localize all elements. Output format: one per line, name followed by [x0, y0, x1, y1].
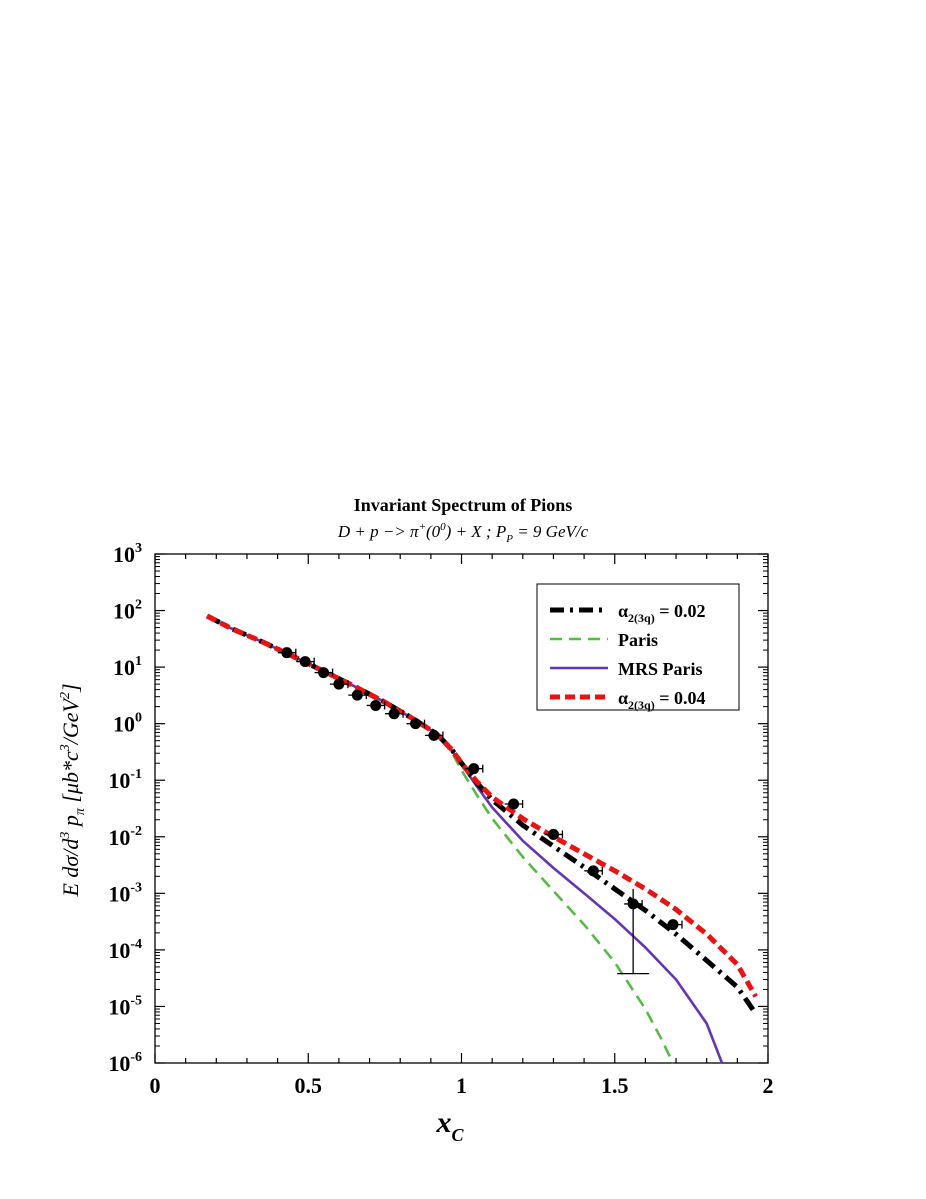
y-tick-label-base: 10	[108, 938, 130, 963]
y-tick-label-exponent: 1	[135, 654, 142, 669]
y-label-f: 3	[58, 744, 73, 752]
legend-label-main: α	[618, 688, 628, 708]
legend-label-main: Paris	[618, 630, 658, 650]
data-point	[299, 656, 311, 668]
data-point	[468, 763, 480, 775]
data-point	[410, 718, 422, 730]
y-tick-label-exponent: -3	[130, 880, 142, 895]
y-tick-label-exponent: -2	[130, 824, 142, 839]
x-axis-ticks	[154, 554, 769, 1063]
x-tick-label: 1	[456, 1073, 467, 1098]
data-point	[428, 729, 440, 741]
legend-label-sub: 2(3q)	[628, 698, 655, 712]
subtitle-momentum-sub: P	[505, 533, 513, 545]
y-tick-label-base: 10	[113, 542, 135, 567]
y-label-c: p	[58, 815, 83, 832]
legend-label-tail: = 0.02	[655, 601, 706, 621]
y-tick-label-exponent: -6	[130, 1050, 142, 1065]
data-point	[351, 689, 363, 701]
y-tick-label: 10-6	[108, 1050, 142, 1076]
y-label-b: 3	[58, 832, 73, 840]
subtitle-momentum-tail: = 9 GeV/c	[513, 522, 589, 541]
data-point	[667, 919, 679, 931]
y-label-i: ]	[58, 683, 83, 693]
y-tick-label: 10-3	[108, 880, 142, 906]
y-label-g: /GeV	[58, 696, 83, 746]
y-tick-label: 102	[113, 598, 142, 624]
y-tick-label-base: 10	[113, 712, 135, 737]
data-point	[508, 798, 520, 810]
subtitle-mid: (0	[426, 522, 441, 541]
y-tick-label-base: 10	[108, 768, 130, 793]
subtitle-tail: ) + X ; P	[445, 522, 507, 541]
data-point	[587, 865, 599, 877]
data-point	[388, 708, 400, 720]
y-tick-label-base: 10	[108, 1051, 130, 1076]
y-label-d: π	[73, 807, 88, 815]
x-axis-label: xC	[435, 1106, 464, 1145]
y-tick-label-base: 10	[108, 825, 130, 850]
x-tick-label: 0.5	[295, 1073, 323, 1098]
x-axis-tick-labels: 0 0.5 1 1.5 2	[150, 1073, 774, 1098]
series-line-black	[205, 613, 758, 1015]
data-point	[333, 678, 345, 690]
y-tick-label-base: 10	[113, 599, 135, 624]
y-tick-label-exponent: 3	[135, 541, 142, 556]
y-label-e: [μb*c	[58, 751, 83, 808]
y-tick-label-base: 10	[108, 994, 130, 1019]
data-point	[281, 647, 293, 659]
chart-title: Invariant Spectrum of Pions	[354, 495, 573, 515]
data-point	[318, 667, 330, 679]
x-axis-label-sub: C	[451, 1125, 464, 1145]
y-tick-label: 103	[113, 541, 142, 567]
y-tick-label-exponent: -1	[130, 767, 142, 782]
y-tick-label-exponent: -4	[130, 937, 142, 952]
y-tick-label-exponent: -5	[130, 993, 142, 1008]
y-tick-label: 10-4	[108, 937, 142, 963]
legend-label-green: Paris	[618, 630, 658, 650]
legend-label-main: MRS Paris	[618, 659, 703, 679]
data-points	[277, 647, 683, 975]
y-tick-label: 100	[113, 711, 142, 737]
y-tick-label: 10-5	[108, 993, 142, 1019]
legend-label-black: α2(3q) = 0.02	[618, 601, 705, 625]
x-tick-label: 2	[763, 1073, 774, 1098]
subtitle-sup2: 0	[440, 521, 446, 533]
chart-subtitle: D + p −> π+(00) + X ; PP = 9 GeV/c	[337, 521, 589, 545]
x-tick-label: 1.5	[601, 1073, 629, 1098]
y-axis-ticks	[155, 553, 768, 1064]
data-point	[627, 898, 639, 910]
y-tick-label: 10-1	[108, 767, 142, 793]
legend-box	[536, 583, 740, 711]
legend-label-tail: = 0.04	[655, 688, 706, 708]
y-tick-label-base: 10	[108, 881, 130, 906]
legend-label-purple: MRS Paris	[618, 659, 703, 679]
y-tick-label-exponent: 2	[135, 598, 142, 613]
subtitle-sup: +	[419, 521, 426, 533]
legend-label-main: α	[618, 601, 628, 621]
x-tick-label: 0	[150, 1073, 161, 1098]
y-label-a: E dσ/d	[58, 838, 83, 898]
y-tick-label: 101	[113, 654, 142, 680]
subtitle-reaction-lead: D + p −> π	[337, 522, 419, 541]
legend-label-sub: 2(3q)	[628, 611, 655, 625]
y-label-h: 2	[58, 692, 73, 699]
y-tick-label: 10-2	[108, 824, 142, 850]
legend-label-red: α2(3q) = 0.04	[618, 688, 705, 712]
x-axis-label-main: x	[435, 1106, 451, 1139]
y-tick-label-exponent: 0	[135, 711, 142, 726]
y-axis-label: E dσ/d3 pπ [μb*c3/GeV2]	[58, 683, 88, 897]
data-point	[547, 828, 559, 840]
y-tick-label-base: 10	[113, 655, 135, 680]
data-point	[370, 699, 382, 711]
